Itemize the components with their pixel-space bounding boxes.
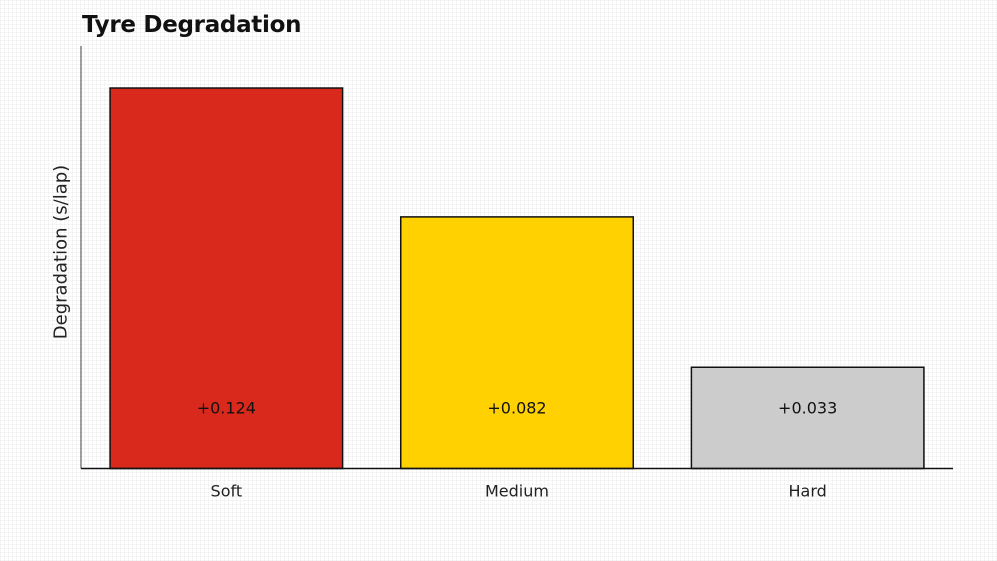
x-tick-label-hard: Hard [789,482,827,501]
bar-hard [690,366,925,470]
chart-title: Tyre Degradation [82,12,302,38]
x-tick-label-soft: Soft [211,482,243,501]
x-tick-labels: Soft Medium Hard [211,482,827,501]
bar-value-label-soft: +0.124 [197,399,256,418]
bars-group: +0.124 +0.082 +0.033 [109,87,925,470]
bar-soft [109,87,344,470]
x-tick-label-medium: Medium [485,482,549,501]
bar-value-label-medium: +0.082 [487,399,546,418]
bar-medium [399,216,635,470]
bar-value-label-hard: +0.033 [778,399,837,418]
